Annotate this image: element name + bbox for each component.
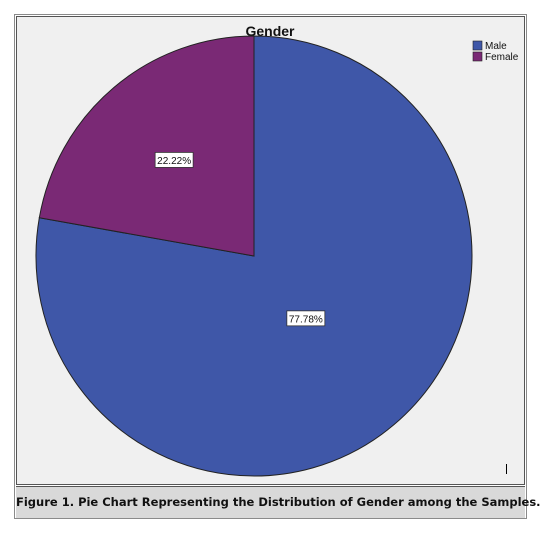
svg-text:22.22%: 22.22% [157, 156, 191, 167]
slice-labels: 77.78% 22.22% [154, 152, 326, 327]
figure-frame: Gender 77.78% 22.22% Male Female Figure 1.… [14, 14, 540, 519]
svg-text:77.78%: 77.78% [289, 314, 323, 325]
data-label-female: 22.22% [154, 152, 194, 168]
legend-label-female: Female [485, 52, 519, 63]
legend-swatch-male [472, 40, 483, 51]
chart-title: Gender [245, 23, 295, 39]
figure-caption: Figure 1. Pie Chart Representing the Dis… [16, 486, 540, 518]
pie-slice-female [38, 35, 255, 257]
legend-swatch-female [472, 51, 483, 62]
data-label-male: 77.78% [286, 310, 326, 327]
legend-label-male: Male [485, 41, 507, 52]
text-cursor-mark [506, 464, 507, 474]
chart-area: Gender 77.78% 22.22% Male Female [16, 16, 525, 485]
pie-slices [35, 35, 473, 477]
